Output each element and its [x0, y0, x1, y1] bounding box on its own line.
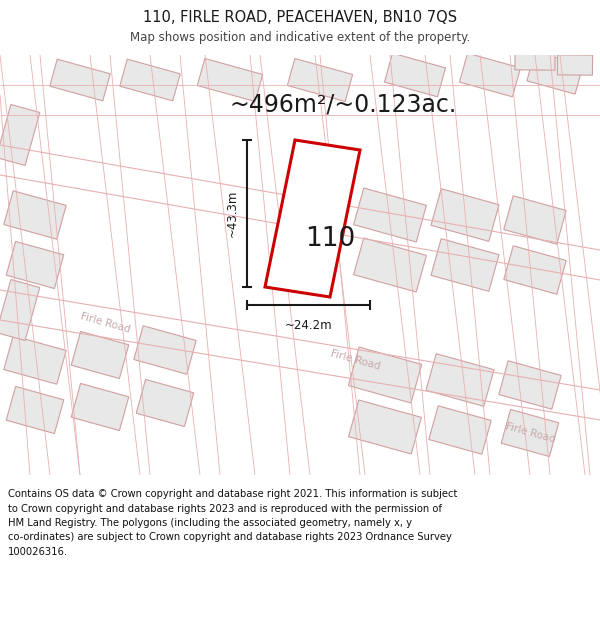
Polygon shape — [385, 53, 446, 97]
Text: 110, FIRLE ROAD, PEACEHAVEN, BN10 7QS: 110, FIRLE ROAD, PEACEHAVEN, BN10 7QS — [143, 9, 457, 24]
Text: to Crown copyright and database rights 2023 and is reproduced with the permissio: to Crown copyright and database rights 2… — [8, 504, 442, 514]
Text: Firle Road: Firle Road — [504, 421, 556, 444]
Polygon shape — [353, 238, 427, 292]
Polygon shape — [197, 59, 263, 101]
Polygon shape — [527, 52, 583, 94]
Polygon shape — [6, 241, 64, 289]
Polygon shape — [71, 331, 129, 379]
Text: Firle Road: Firle Road — [329, 348, 381, 372]
Polygon shape — [50, 59, 110, 101]
Polygon shape — [349, 400, 421, 454]
Polygon shape — [499, 361, 561, 409]
Polygon shape — [501, 409, 559, 456]
Polygon shape — [349, 347, 422, 403]
Polygon shape — [120, 59, 180, 101]
Polygon shape — [504, 196, 566, 244]
Polygon shape — [4, 191, 66, 239]
Polygon shape — [6, 386, 64, 434]
Polygon shape — [504, 246, 566, 294]
Polygon shape — [71, 384, 129, 431]
Polygon shape — [0, 104, 40, 166]
Polygon shape — [287, 59, 353, 101]
Text: co-ordinates) are subject to Crown copyright and database rights 2023 Ordnance S: co-ordinates) are subject to Crown copyr… — [8, 532, 452, 542]
Polygon shape — [134, 326, 196, 374]
Polygon shape — [460, 53, 521, 97]
Text: Contains OS data © Crown copyright and database right 2021. This information is : Contains OS data © Crown copyright and d… — [8, 489, 457, 499]
Polygon shape — [557, 55, 593, 75]
Polygon shape — [429, 406, 491, 454]
Text: Map shows position and indicative extent of the property.: Map shows position and indicative extent… — [130, 31, 470, 44]
Polygon shape — [515, 50, 555, 70]
Polygon shape — [136, 379, 194, 426]
Text: Firle Road: Firle Road — [79, 311, 131, 334]
Text: HM Land Registry. The polygons (including the associated geometry, namely x, y: HM Land Registry. The polygons (includin… — [8, 518, 412, 528]
Polygon shape — [426, 354, 494, 406]
Text: 100026316.: 100026316. — [8, 547, 68, 557]
Polygon shape — [0, 279, 40, 341]
Polygon shape — [265, 140, 360, 297]
Text: ~43.3m: ~43.3m — [226, 190, 239, 237]
Polygon shape — [431, 239, 499, 291]
Polygon shape — [353, 188, 427, 242]
Polygon shape — [431, 189, 499, 241]
Text: ~496m²/~0.123ac.: ~496m²/~0.123ac. — [230, 93, 457, 117]
Text: ~24.2m: ~24.2m — [284, 319, 332, 332]
Polygon shape — [4, 336, 66, 384]
Text: 110: 110 — [305, 226, 356, 251]
